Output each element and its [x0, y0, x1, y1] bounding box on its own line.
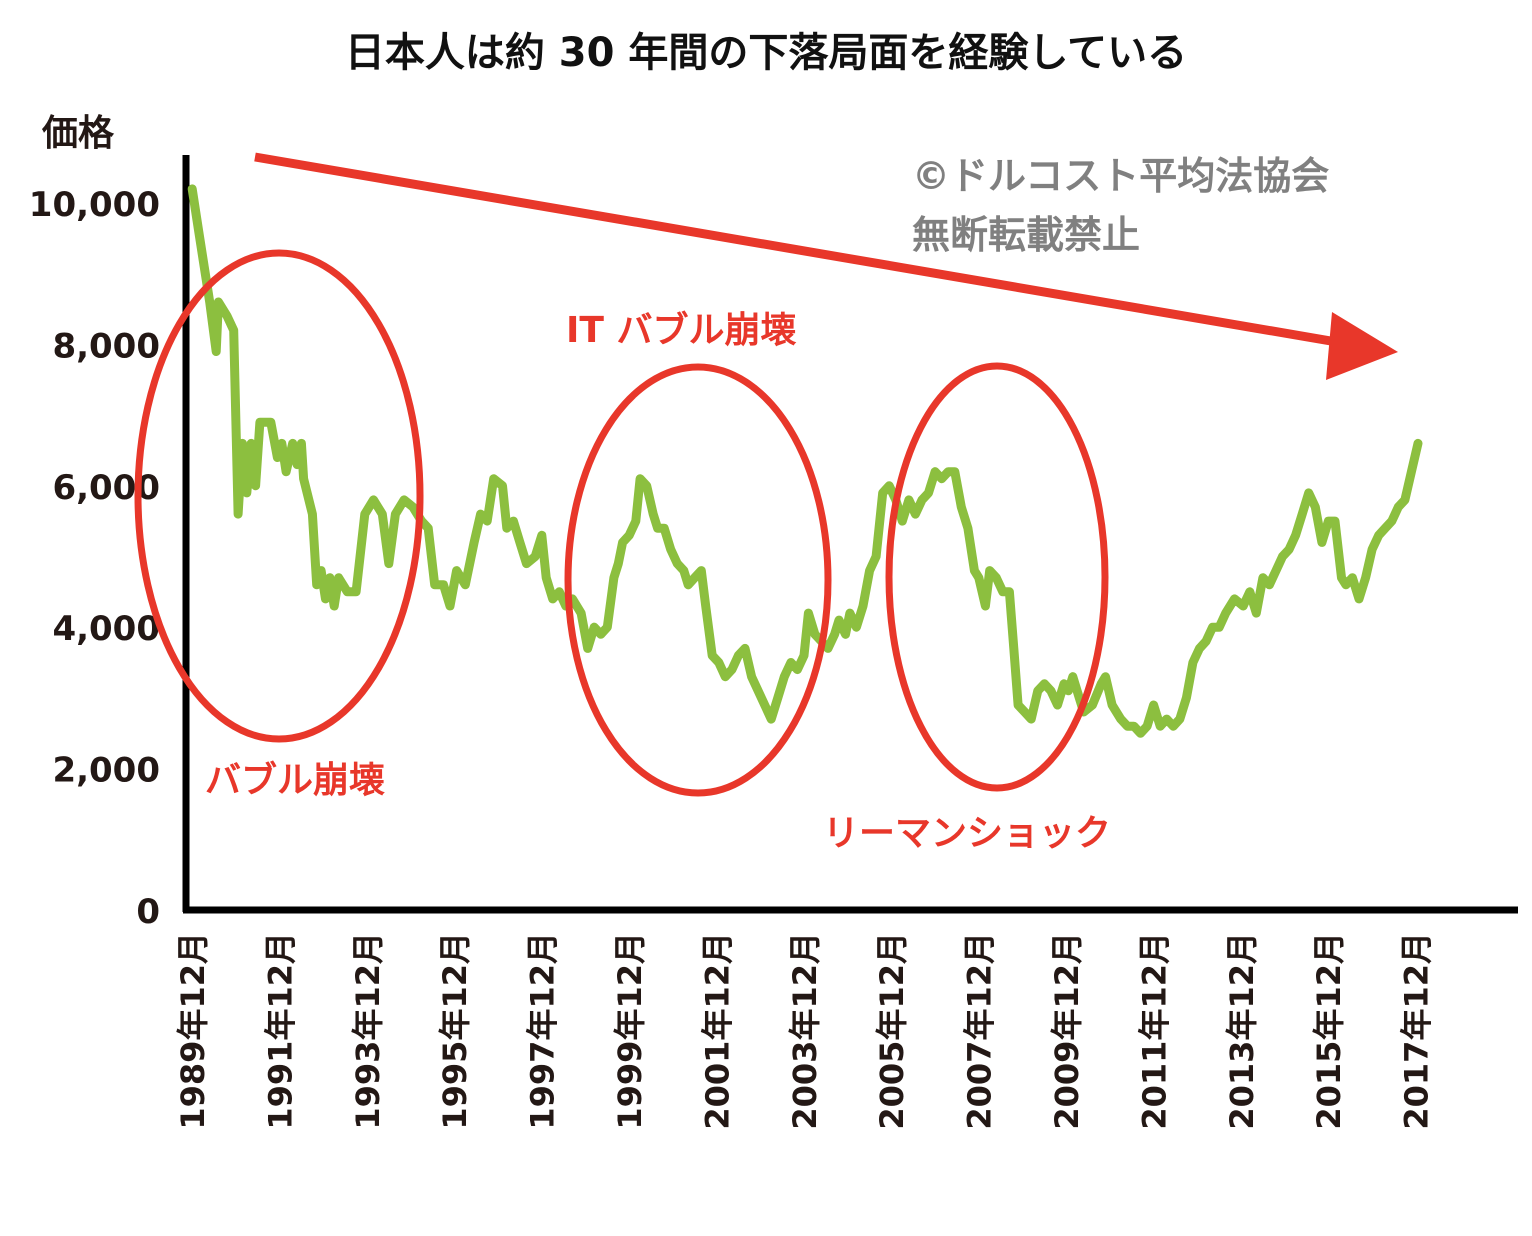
downtrend-arrow-head [1326, 312, 1398, 380]
x-tick-label: 1993年12月 [349, 932, 387, 1130]
no-reproduction-notice: 無断転載禁止 [912, 213, 1140, 257]
y-tick-labels: 0 2,000 4,000 6,000 8,000 10,000 [29, 185, 160, 932]
y-tick-label: 2,000 [52, 751, 160, 791]
y-tick-label: 4,000 [52, 609, 160, 649]
x-tick-label: 1989年12月 [174, 932, 212, 1130]
x-tick-label: 2015年12月 [1310, 932, 1348, 1130]
annotation-lehman-shock: リーマンショック [823, 813, 1111, 854]
annotation-bubble-collapse: バブル崩壊 [205, 759, 385, 801]
price-series-line [187, 184, 1423, 738]
highlight-ellipse-bubble [134, 249, 424, 743]
x-tick-label: 2009年12月 [1048, 932, 1086, 1130]
downtrend-arrow [254, 152, 1361, 351]
x-tick-label: 2011年12月 [1135, 932, 1173, 1130]
x-tick-label: 2003年12月 [786, 932, 824, 1130]
x-tick-labels: 1989年12月 1991年12月 1993年12月 1995年12月 1997年12月… [174, 932, 1436, 1130]
x-tick-label: 2013年12月 [1223, 932, 1261, 1130]
y-tick-label: 8,000 [52, 326, 160, 366]
y-axis-label: 価格 [41, 113, 115, 154]
y-tick-label: 6,000 [52, 468, 160, 508]
x-tick-label: 2005年12月 [873, 932, 911, 1130]
y-tick-label: 0 [136, 892, 160, 932]
x-tick-label: 1991年12月 [261, 932, 299, 1130]
x-tick-label: 1999年12月 [611, 932, 649, 1130]
highlight-ellipse-lehman [885, 362, 1109, 792]
highlight-ellipse-it-bubble [564, 363, 832, 797]
x-tick-label: 2017年12月 [1398, 932, 1436, 1130]
x-tick-label: 1997年12月 [524, 932, 562, 1130]
x-tick-label: 1995年12月 [436, 932, 474, 1130]
x-tick-label: 2001年12月 [698, 932, 736, 1130]
copyright-notice: ©ドルコスト平均法協会 [912, 154, 1329, 198]
annotation-it-bubble-collapse: IT バブル崩壊 [566, 309, 797, 351]
x-tick-label: 2007年12月 [961, 932, 999, 1130]
chart-title: 日本人は約 30 年間の下落局面を経験している [345, 30, 1187, 76]
y-tick-label: 10,000 [29, 185, 160, 225]
